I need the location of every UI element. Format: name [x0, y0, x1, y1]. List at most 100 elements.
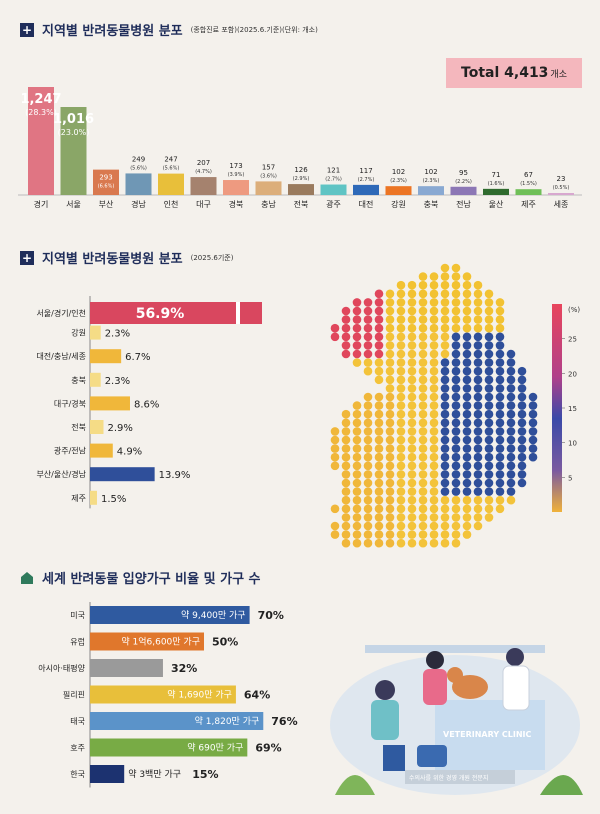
map-dot	[440, 384, 450, 393]
plus-icon: +	[20, 250, 34, 265]
map-dot	[484, 323, 494, 333]
map-dot	[407, 409, 417, 419]
map-dot	[495, 478, 505, 488]
map-dot	[385, 306, 395, 316]
map-dot	[407, 452, 417, 462]
bar-pct-label: (2.9%)	[293, 176, 310, 182]
map-dot	[506, 375, 516, 385]
map-dot	[506, 495, 516, 505]
map-dot	[473, 478, 483, 488]
map-dot	[352, 315, 362, 324]
map-dot	[440, 315, 450, 324]
map-dot	[429, 435, 439, 445]
map-dot	[462, 513, 472, 522]
map-dot	[484, 495, 494, 505]
map-dot	[473, 366, 483, 376]
bar-value-label: 1,247	[20, 92, 61, 107]
map-dot	[440, 427, 450, 436]
map-dot	[341, 444, 351, 453]
map-dot	[473, 452, 483, 462]
map-dot	[374, 538, 384, 548]
map-dot	[517, 444, 527, 453]
hbar-category-label: 대전/충남/세종	[36, 351, 86, 361]
map-dot	[385, 530, 395, 539]
map-dot	[451, 315, 461, 324]
total-label: Total 4,413	[461, 65, 549, 81]
map-dot	[440, 513, 450, 522]
map-dot	[374, 478, 384, 488]
map-dot	[473, 341, 483, 350]
category-label: 울산	[489, 199, 504, 209]
bar-7	[255, 181, 282, 195]
map-dot	[374, 444, 384, 453]
map-dot	[495, 401, 505, 410]
map-dot	[363, 401, 373, 410]
hbar-1	[90, 325, 101, 340]
map-dot	[385, 341, 395, 350]
map-dot	[352, 513, 362, 522]
map-dot	[473, 461, 483, 471]
map-dot	[506, 349, 516, 359]
map-dot	[484, 435, 494, 445]
plus-icon: +	[20, 22, 34, 37]
map-dot	[418, 487, 428, 496]
map-dot	[341, 461, 351, 471]
map-dot	[363, 521, 373, 531]
world-households-label: 약 3백만 가구	[128, 768, 181, 780]
map-dot	[385, 478, 395, 488]
map-dot	[451, 513, 461, 522]
hbar-value-label: 56.9%	[136, 306, 185, 322]
map-dot	[363, 427, 373, 436]
map-dot	[385, 495, 395, 505]
map-dot	[363, 530, 373, 539]
map-dot	[429, 298, 439, 307]
total-badge: Total 4,413 개소	[446, 58, 582, 88]
bar-value-label: 1,016	[53, 112, 94, 127]
map-dot	[462, 452, 472, 462]
map-dot	[506, 418, 516, 428]
section2-note: (2025.6기준)	[190, 253, 234, 262]
vertical-bar-chart: 1,247(28.3%) 경기 1,016(23.0%) 서울 293 (6.6%) 부산 2…	[18, 87, 582, 209]
map-dot	[473, 289, 483, 299]
map-dot	[462, 478, 472, 488]
map-dot	[363, 341, 373, 350]
map-dot	[341, 470, 351, 479]
map-dot	[418, 315, 428, 324]
map-dot	[396, 392, 406, 402]
map-dot	[517, 470, 527, 479]
map-dot	[495, 470, 505, 479]
map-dot	[473, 375, 483, 385]
map-dot	[363, 513, 373, 522]
map-dot	[462, 392, 472, 402]
map-dot	[352, 521, 362, 531]
world-bar-1	[90, 632, 204, 651]
section3-title: 세계 반려동물 입양가구 비율 및 가구 수	[20, 568, 261, 587]
map-dot	[341, 332, 351, 342]
hbar-category-label: 광주/전남	[54, 446, 87, 456]
map-dot	[440, 461, 450, 471]
map-dot	[418, 538, 428, 548]
world-bar-0	[90, 606, 250, 624]
map-dot	[495, 435, 505, 445]
map-dot	[451, 306, 461, 316]
map-dot	[407, 298, 417, 307]
map-dot	[385, 315, 395, 324]
map-dot	[396, 444, 406, 453]
bar-6	[223, 180, 249, 195]
world-country-label: 호주	[70, 744, 85, 753]
bar-pct-label: (6.6%)	[98, 184, 115, 190]
map-dot	[341, 418, 351, 428]
map-dot	[440, 470, 450, 479]
map-dot	[363, 487, 373, 496]
map-dot	[429, 272, 439, 281]
world-households-label: 약 1,690만 가구	[167, 689, 232, 701]
map-dot	[352, 452, 362, 462]
bar-12	[418, 186, 444, 195]
world-households-label: 약 1,820만 가구	[195, 715, 260, 727]
bar-4	[158, 173, 184, 195]
map-dot	[385, 392, 395, 402]
map-dot	[473, 306, 483, 316]
map-dot	[462, 418, 472, 428]
bar-pct-label: (5.6%)	[163, 166, 180, 172]
map-dot	[451, 289, 461, 299]
